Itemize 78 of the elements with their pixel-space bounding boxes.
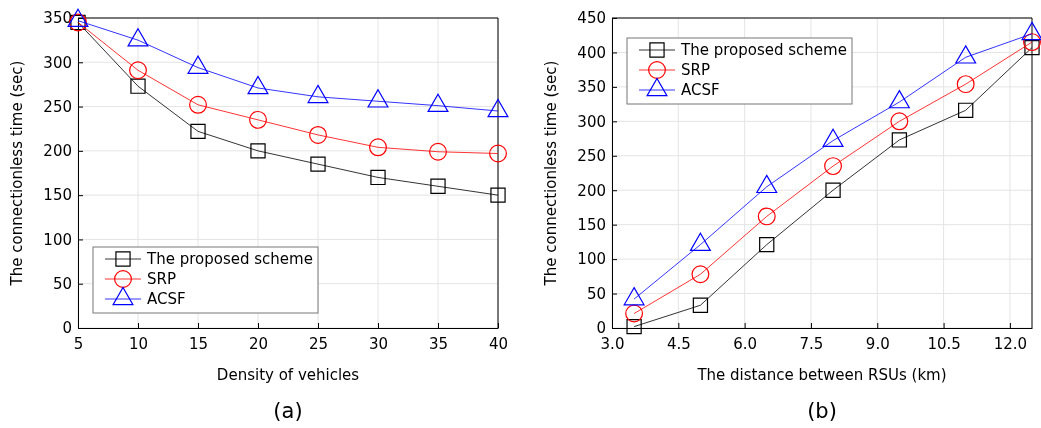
y-tick-label: 150 [43,186,72,205]
point [250,143,266,159]
text: (b) [807,399,837,423]
y-tick-label: 350 [577,78,606,97]
point [189,95,207,114]
x-tick-label: 6.0 [733,335,758,353]
y-tick-label: 200 [43,142,72,161]
y-tick-label: 200 [577,181,606,200]
x-tick-label: 40 [488,335,509,353]
x-tick-label: 20 [248,335,269,353]
y-tick-label: 50 [586,284,606,303]
legend-label: The proposed scheme [680,41,847,59]
x-axis-title: The distance between RSUs (km) [696,366,947,384]
point [757,207,776,226]
point [187,55,209,74]
point [130,78,146,94]
x-tick-label: 25 [308,335,329,353]
y-tick-label: 250 [577,147,606,166]
x-tick-label: 3.0 [600,335,625,353]
legend-label: The proposed scheme [146,250,313,268]
y-tick-label: 50 [52,275,72,294]
y-tick-label: 300 [43,53,72,72]
point [129,61,147,80]
point [309,125,327,144]
point [247,75,269,95]
x-tick-label: 4.5 [666,335,691,353]
point [691,265,710,284]
point [429,142,447,161]
y-tick-label: 100 [43,230,72,249]
point [759,236,775,253]
point [369,138,387,157]
point [367,89,389,108]
point [891,132,908,148]
y-tick-label: 450 [577,9,606,28]
legend-label: ACSF [147,290,186,308]
point [1024,39,1040,56]
text: (a) [273,399,303,423]
point [958,102,974,118]
point [956,75,975,94]
x-tick-label: 35 [428,335,449,353]
y-tick-label: 0 [62,319,72,338]
x-tick-label: 10 [128,335,149,353]
point [692,297,709,313]
y-tick-label: 400 [577,43,606,62]
point [430,178,446,194]
point [489,144,507,163]
y-axis-title: The connectionless time (sec) [542,60,560,287]
legend-label: SRP [681,61,710,79]
x-tick-label: 7.5 [799,335,824,353]
y-tick-label: 100 [577,250,606,269]
x-tick-label: 30 [368,335,389,353]
point [307,84,329,104]
x-tick-label: 10.5 [927,335,961,353]
x-tick-label: 5 [73,335,84,353]
point [625,304,644,323]
point [890,112,909,131]
point [490,187,506,203]
point [824,157,843,176]
x-tick-label: 15 [188,335,209,353]
point [825,182,841,198]
point [249,110,267,129]
y-tick-label: 250 [43,97,72,116]
point [427,93,449,113]
x-tick-label: 9.0 [865,335,890,353]
point [190,123,206,140]
point [310,156,326,172]
y-tick-label: 0 [596,319,606,338]
point [1023,33,1041,52]
x-tick-label: 12.0 [993,335,1028,353]
y-axis-title: The connectionless time (sec) [8,60,26,287]
point [370,169,386,186]
y-tick-label: 300 [577,112,606,131]
x-axis-title: Density of vehicles [216,366,360,384]
legend-label: SRP [147,270,176,288]
y-tick-label: 150 [577,215,606,234]
point [127,28,149,47]
legend-label: ACSF [681,81,720,99]
point [626,318,642,335]
